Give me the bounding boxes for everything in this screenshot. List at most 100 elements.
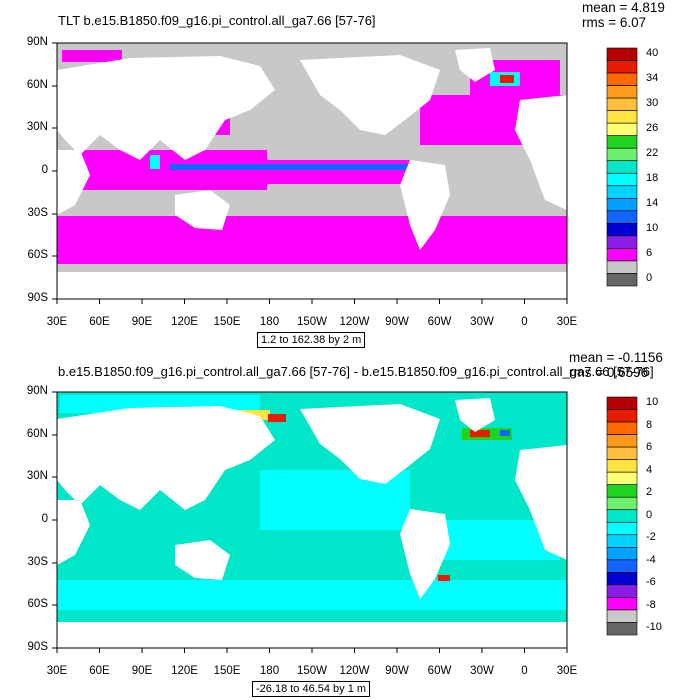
colorbar-label: 18	[646, 172, 659, 185]
bottom-lon-label: 60E	[89, 665, 110, 677]
colorbar-label: 6	[646, 247, 653, 260]
colorbar-swatch	[606, 135, 638, 149]
bottom-lat-label-60n: 60N	[26, 428, 48, 440]
bottom-lat-label-60s: 60S	[27, 598, 48, 610]
bottom-colorbar	[606, 396, 638, 636]
bottom-lon-label: 0	[521, 665, 528, 677]
bottom-lat-label-0: 0	[41, 513, 48, 525]
colorbar-swatch	[606, 198, 638, 212]
colorbar-swatch	[606, 47, 638, 61]
colorbar-label: 26	[646, 122, 659, 135]
colorbar-swatch	[606, 273, 638, 287]
bottom-map-ticks	[52, 391, 568, 653]
colorbar-swatch	[606, 446, 638, 460]
top-panel-title: TLT b.e15.B1850.f09_g16.pi_control.all_g…	[58, 13, 376, 28]
bottom-map-alt-values	[57, 395, 567, 610]
bottom-panel-rms: rms = 0.6596	[569, 365, 649, 380]
colorbar-swatch	[606, 434, 638, 448]
colorbar-swatch	[606, 97, 638, 111]
colorbar-label: 0	[646, 508, 653, 521]
colorbar-swatch	[606, 534, 638, 548]
top-map-ticks	[52, 42, 568, 304]
top-lat-label-30s: 30S	[27, 207, 48, 219]
bottom-lat-label-30s: 30S	[27, 556, 48, 568]
colorbar-label: 0	[646, 272, 653, 285]
colorbar-swatch	[606, 260, 638, 274]
colorbar-swatch	[606, 421, 638, 435]
colorbar-label: 6	[646, 441, 653, 454]
top-map-equatorial-band	[170, 164, 410, 170]
colorbar-label: 14	[646, 197, 659, 210]
colorbar-label: 10	[646, 396, 659, 408]
top-lon-label: 30E	[556, 316, 578, 328]
top-lon-label: 150E	[213, 316, 241, 328]
colorbar-label: -10	[646, 621, 662, 634]
top-lon-label: 30W	[470, 316, 494, 328]
colorbar-swatch	[606, 223, 638, 237]
top-map-land	[57, 48, 567, 299]
colorbar-label: 40	[646, 47, 659, 59]
colorbar-swatch	[606, 60, 638, 74]
top-lon-label: 180	[259, 316, 280, 328]
colorbar-swatch	[606, 85, 638, 99]
colorbar-swatch	[606, 122, 638, 136]
colorbar-swatch	[606, 509, 638, 523]
colorbar-label: 22	[646, 147, 659, 160]
top-lat-label-90s: 90S	[27, 292, 48, 304]
bottom-lon-label: 180	[259, 665, 280, 677]
top-map-red-spots	[500, 75, 514, 83]
bottom-range-label: -26.18 to 46.54 by 1 m	[252, 681, 371, 697]
bottom-lon-label: 30E	[556, 665, 578, 677]
top-colorbar	[606, 47, 638, 287]
top-lon-label: 150W	[296, 316, 328, 328]
top-lat-label-60s: 60S	[27, 249, 48, 261]
colorbar-swatch	[606, 622, 638, 636]
colorbar-swatch	[606, 597, 638, 611]
bottom-lat-label-90s: 90S	[27, 641, 48, 653]
colorbar-swatch	[606, 160, 638, 174]
colorbar-label: 4	[646, 463, 653, 476]
colorbar-label: 30	[646, 97, 659, 110]
bottom-lon-label: 60W	[427, 665, 452, 677]
top-lon-label: 120E	[171, 316, 198, 328]
top-panel-rms: rms = 6.07	[582, 15, 647, 30]
colorbar-swatch	[606, 172, 638, 187]
bottom-map	[52, 391, 568, 653]
bottom-lat-label-90n: 90N	[26, 385, 48, 397]
top-range-label: 1.2 to 162.38 by 2 m	[257, 332, 366, 348]
colorbar-label: 2	[646, 486, 653, 499]
colorbar-swatch	[606, 547, 638, 561]
colorbar-swatch	[606, 72, 638, 86]
colorbar-label: 34	[646, 72, 659, 85]
bottom-lat-label-30n: 30N	[26, 470, 48, 482]
colorbar-swatch	[606, 609, 638, 623]
colorbar-swatch	[606, 584, 638, 598]
bottom-panel-mean: mean = -0.1156	[569, 350, 663, 365]
bottom-lon-label: 150W	[296, 665, 328, 677]
top-lon-label: 60E	[89, 316, 110, 328]
bottom-map-land	[57, 398, 567, 648]
top-lon-label: 90W	[385, 316, 409, 328]
colorbar-swatch	[606, 409, 638, 423]
colorbar-label: -8	[646, 598, 656, 611]
bottom-lon-label: 150E	[213, 665, 241, 677]
colorbar-swatch	[606, 147, 638, 162]
colorbar-swatch	[606, 110, 638, 124]
bottom-lon-label: 120W	[339, 665, 370, 677]
top-map	[52, 42, 568, 304]
colorbar-label: -6	[646, 576, 656, 589]
colorbar-swatch	[606, 248, 638, 262]
colorbar-label: 10	[646, 222, 659, 235]
colorbar-swatch	[606, 559, 638, 573]
colorbar-swatch	[606, 459, 638, 473]
top-lat-label-90n: 90N	[26, 36, 48, 48]
bottom-lon-label: 90W	[385, 665, 409, 677]
colorbar-swatch	[606, 471, 638, 485]
top-lat-label-60n: 60N	[26, 79, 48, 91]
bottom-lon-label: 90E	[131, 665, 153, 677]
top-lat-label-30n: 30N	[26, 121, 48, 133]
colorbar-swatch	[606, 496, 638, 511]
colorbar-swatch	[606, 572, 638, 586]
colorbar-swatch	[606, 484, 638, 498]
